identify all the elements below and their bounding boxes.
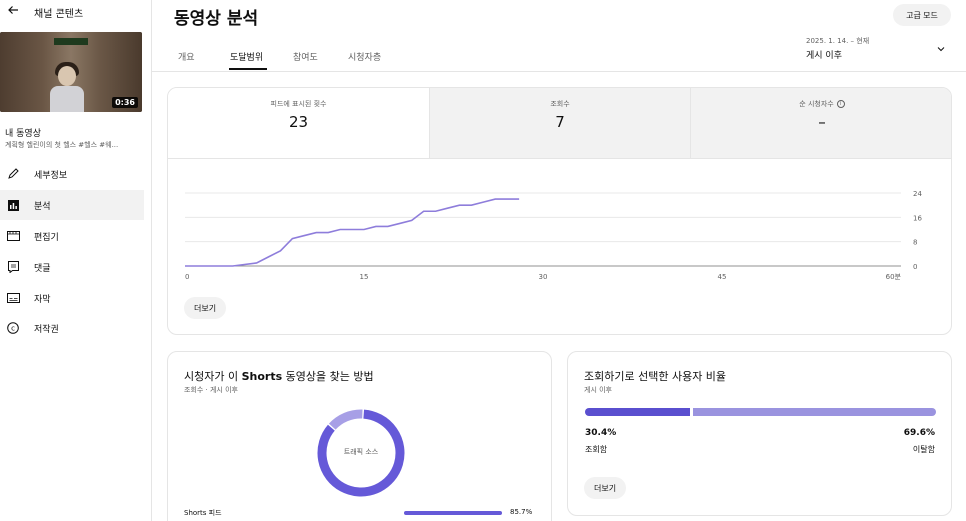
donut-slice <box>317 409 405 497</box>
metric-label: 피드에 표시된 횟수 <box>270 100 327 108</box>
pencil-icon <box>6 167 20 181</box>
viewed-pct: 30.4% <box>585 428 617 438</box>
subtitles-icon <box>6 291 20 305</box>
video-thumbnail[interactable]: 0:36 <box>0 32 142 112</box>
sidebar-item-details[interactable]: 세부정보 <box>0 159 144 189</box>
x-tick-label: 30 <box>539 273 548 281</box>
active-tab-indicator <box>229 68 267 70</box>
y-tick-label: 16 <box>913 214 922 222</box>
metric-value: 7 <box>555 113 565 131</box>
card-title: 조회하기로 선택한 사용자 비율 <box>584 370 727 383</box>
back-arrow-icon[interactable] <box>6 3 20 17</box>
sidebar-item-label: 세부정보 <box>34 170 68 181</box>
impressions-series-line <box>185 198 520 267</box>
tab-engagement[interactable]: 참여도 <box>293 53 318 63</box>
sidebar-item-label: 분석 <box>34 201 51 212</box>
date-range[interactable]: 2025. 1. 14. – 현재 <box>806 37 870 45</box>
tab-audience[interactable]: 시청자층 <box>348 53 382 63</box>
comments-icon <box>6 260 20 274</box>
sidebar-item-analytics[interactable]: 분석 <box>0 190 144 220</box>
info-icon[interactable]: i <box>836 100 845 108</box>
see-more-button[interactable]: 더보기 <box>584 477 627 499</box>
back-label[interactable]: 채널 콘텐츠 <box>34 9 84 20</box>
sidebar-item-label: 편집기 <box>34 232 59 243</box>
card-title: 시청자가 이 Shorts 동영상을 찾는 방법 <box>184 370 374 383</box>
chevron-down-icon[interactable] <box>936 44 946 54</box>
x-tick-label: 60분 <box>886 273 902 281</box>
traffic-row-bar <box>404 511 502 515</box>
back-to-channel-content[interactable]: 채널 콘텐츠 <box>0 0 152 24</box>
card-subtitle: 게시 이후 <box>584 386 612 394</box>
viewed-label: 조회함 <box>585 445 608 454</box>
card-subtitle: 조회수 · 게시 이후 <box>184 386 238 394</box>
view-ratio-bar <box>585 408 936 416</box>
viewed-segment <box>585 408 691 416</box>
traffic-row-pct: 85.7% <box>510 508 533 516</box>
sidebar-item-label: 저작권 <box>34 324 59 335</box>
sidebar-item-editor[interactable]: 편집기 <box>0 221 144 251</box>
y-tick-label: 24 <box>913 190 922 198</box>
x-tick-label: 45 <box>718 273 727 281</box>
traffic-donut-chart <box>317 409 405 497</box>
metric-value: – <box>818 113 826 131</box>
donut-center-label: 트래픽 소스 <box>343 448 379 456</box>
metric-unique-viewers[interactable]: 순 시청자수 i – <box>691 88 951 158</box>
reach-card: 피드에 표시된 횟수 23 조회수 7 순 시청자수 i – 0 8 16 24 0 15 3… <box>167 87 952 335</box>
view-ratio-card: 조회하기로 선택한 사용자 비율 게시 이후 30.4% 69.6% 조회함 이… <box>567 351 952 516</box>
tab-reach[interactable]: 도달범위 <box>230 53 264 63</box>
video-title: 내 동영상 <box>5 129 41 139</box>
swiped-away-segment <box>693 408 936 416</box>
sidebar-item-comments[interactable]: 댓글 <box>0 252 144 282</box>
see-more-button[interactable]: 더보기 <box>184 297 227 319</box>
metric-views[interactable]: 조회수 7 <box>430 88 691 158</box>
x-tick-label: 0 <box>185 273 189 281</box>
date-range-label[interactable]: 게시 이후 <box>806 51 842 61</box>
video-duration: 0:36 <box>112 97 138 108</box>
traffic-row-label: Shorts 피드 <box>184 509 222 517</box>
y-tick-label: 0 <box>913 263 917 271</box>
traffic-source-card: 시청자가 이 Shorts 동영상을 찾는 방법 조회수 · 게시 이후 트래픽… <box>167 351 552 521</box>
metric-value: 23 <box>288 113 309 131</box>
tab-overview[interactable]: 개요 <box>178 53 195 63</box>
copyright-icon: c <box>6 321 20 335</box>
analytics-icon <box>6 198 20 212</box>
thumbnail-sign <box>54 38 88 45</box>
donut-slice <box>328 409 363 430</box>
impressions-line-chart: 0 8 16 24 0 15 30 45 60분 <box>185 190 922 281</box>
sidebar-item-subtitles[interactable]: 자막 <box>0 283 144 313</box>
video-description: 계획형 헬린이의 첫 헬스 #헬스 #웨... <box>5 141 119 149</box>
page-title: 동영상 분석 <box>174 9 259 29</box>
metric-label: 조회수 <box>550 100 570 108</box>
sidebar-item-label: 자막 <box>34 294 51 305</box>
swiped-away-pct: 69.6% <box>903 428 935 438</box>
metric-impressions[interactable]: 피드에 표시된 횟수 23 <box>168 88 430 158</box>
metric-label: 순 시청자수 i <box>691 99 951 109</box>
svg-text:c: c <box>11 324 15 332</box>
sidebar-item-copyright[interactable]: c 저작권 <box>0 313 144 343</box>
header-divider <box>152 71 966 72</box>
sidebar-item-label: 댓글 <box>34 263 51 274</box>
advanced-mode-button[interactable]: 고급 모드 <box>893 4 951 26</box>
sidebar: 채널 콘텐츠 0:36 내 동영상 계획형 헬린이의 첫 헬스 #헬스 #웨..… <box>0 0 152 521</box>
swiped-away-label: 이탈함 <box>912 445 935 454</box>
x-tick-label: 15 <box>360 273 369 281</box>
y-tick-label: 8 <box>913 239 917 247</box>
film-icon <box>6 229 20 243</box>
